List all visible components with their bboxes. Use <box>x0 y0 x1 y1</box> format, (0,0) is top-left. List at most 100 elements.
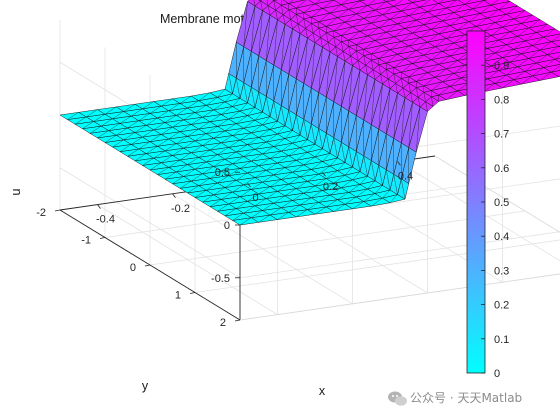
surface-mesh-edge <box>502 79 514 89</box>
surface-mesh-edge <box>502 49 514 58</box>
surface-mesh-edge <box>479 4 492 14</box>
surface-mesh-edge <box>194 190 207 198</box>
surface-mesh-edge <box>419 0 430 8</box>
surface-mesh-edge <box>401 78 404 89</box>
surface-mesh-edge <box>539 71 552 81</box>
surface-mesh-edge <box>494 44 507 54</box>
surface-patch <box>383 0 396 2</box>
surface-mesh-edge <box>266 133 278 143</box>
surface-mesh-edge <box>299 197 312 206</box>
surface-mesh-edge <box>104 135 117 143</box>
surface-mesh-edge <box>303 38 308 84</box>
surface-mesh-edge <box>253 0 256 7</box>
colorbar-tick-label: 0 <box>494 368 500 380</box>
surface-mesh-edge <box>187 128 199 137</box>
surface-mesh-edge <box>217 203 229 212</box>
surface-mesh-edge <box>258 10 263 56</box>
surface-mesh-edge <box>236 201 248 209</box>
surface-mesh-edge <box>356 50 359 61</box>
surface-mesh-edge <box>374 1 387 11</box>
surface-mesh-edge <box>104 106 117 115</box>
surface-mesh-edge <box>352 171 361 180</box>
surface-mesh-edge <box>517 58 529 67</box>
surface-mesh-edge <box>221 106 233 115</box>
surface-mesh-edge <box>82 121 94 129</box>
surface-mesh-edge <box>356 188 368 198</box>
surface-mesh-edge <box>217 175 229 184</box>
surface-mesh-edge <box>251 124 263 133</box>
surface-mesh-edge <box>371 79 376 125</box>
surface-mesh-edge <box>191 145 203 153</box>
surface-mesh-edge <box>131 136 143 145</box>
surface-mesh-edge <box>112 111 124 119</box>
surface-mesh-edge <box>202 166 214 174</box>
surface-mesh-edge <box>476 17 488 27</box>
y-tick-mark <box>144 264 151 267</box>
surface-mesh-edge <box>258 186 271 195</box>
surface-mesh-edge <box>149 105 162 114</box>
surface-mesh-edge <box>284 130 293 139</box>
surface-mesh-edge <box>337 192 349 200</box>
surface-mesh-edge <box>116 127 128 136</box>
surface-mesh-edge <box>314 178 327 187</box>
surface-mesh-edge <box>378 19 391 28</box>
surface-mesh-edge <box>297 23 301 34</box>
surface-mesh-edge <box>348 184 361 193</box>
surface-mesh-edge <box>372 69 376 80</box>
colorbar-ticks: 0 0.1 0.2 0.3 0.4 0.5 0.6 0.7 0.8 0.9 <box>481 60 509 380</box>
x-tick-mark <box>247 182 251 188</box>
surface-patch <box>543 33 560 42</box>
surface-mesh-edge <box>434 7 447 17</box>
y-tick-label: -1 <box>81 235 91 247</box>
surface-mesh-edge <box>258 129 271 138</box>
surface-mesh-edge <box>209 114 222 122</box>
surface-mesh-edge <box>179 95 192 104</box>
surface-mesh-edge <box>386 23 398 33</box>
surface-mesh-edge <box>449 47 462 57</box>
surface-mesh-edge <box>329 157 338 167</box>
surface-mesh-edge <box>393 174 398 195</box>
surface-mesh-edge <box>311 8 323 18</box>
surface-mesh-edge <box>273 195 286 204</box>
surface-mesh-edge <box>386 169 391 190</box>
colorbar-tick-label: 0.5 <box>494 197 509 209</box>
surface-mesh-edge <box>254 198 267 206</box>
surface-mesh-edge <box>311 23 314 34</box>
surface-mesh-edge <box>446 90 458 100</box>
surface-mesh-edge <box>247 137 259 145</box>
colorbar-tick-label: 0.1 <box>494 334 509 346</box>
surface-mesh-edge <box>224 151 237 160</box>
surface-mesh-edge <box>416 106 421 153</box>
surface-mesh-edge <box>350 55 353 66</box>
surface-mesh-edge <box>438 55 451 65</box>
surface-mesh-edge <box>273 100 278 122</box>
surface-mesh-edge <box>251 87 256 108</box>
surface-mesh-edge <box>251 181 263 190</box>
surface-mesh-edge <box>236 78 241 99</box>
surface-mesh-edge <box>307 144 316 153</box>
surface-mesh-edge <box>442 12 454 22</box>
surface-mesh-edge <box>198 149 211 158</box>
surface-mesh-edge <box>284 188 297 197</box>
surface-mesh-edge <box>273 167 286 175</box>
surface-mesh-edge <box>528 49 541 59</box>
surface-mesh-edge <box>423 16 436 25</box>
surface-mesh-edge <box>320 37 323 48</box>
y-tick-mark <box>189 292 196 294</box>
surface-mesh-edge <box>359 176 368 185</box>
surface-mesh-edge <box>101 118 113 127</box>
surface-mesh-edge <box>108 123 121 131</box>
surface-mesh-edge <box>318 165 331 175</box>
colorbar-tick-label: 0.8 <box>494 94 509 106</box>
x-tick-mark <box>397 161 401 166</box>
surface-mesh-edge <box>303 156 316 165</box>
surface-mesh-edge <box>357 60 361 71</box>
surface-mesh-edge <box>311 42 316 88</box>
surface-mesh-edge <box>239 189 252 197</box>
surface-mesh-edge <box>131 108 143 117</box>
surface-mesh-edge <box>401 63 413 73</box>
surface-mesh-edge <box>127 148 139 157</box>
surface-mesh-edge <box>378 165 383 186</box>
surface-mesh-edge <box>363 40 376 50</box>
surface-mesh-edge <box>93 114 106 122</box>
